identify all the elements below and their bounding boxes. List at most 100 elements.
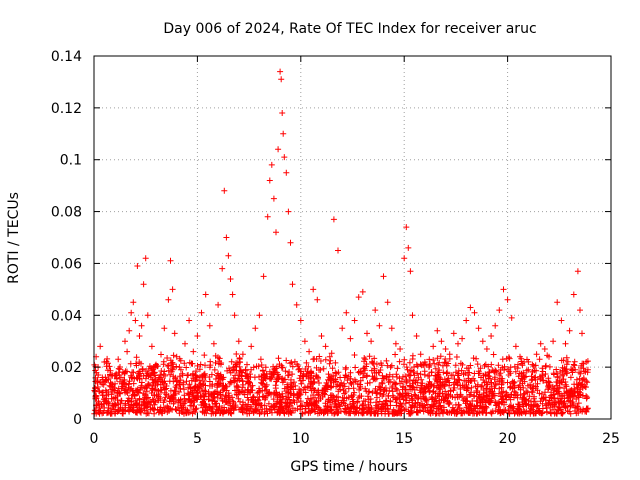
noise-point [316,380,322,386]
noise-point [340,387,347,394]
noise-point [409,352,416,359]
data-point [343,309,350,316]
data-point [492,322,499,329]
noise-point [394,394,401,401]
data-point [244,361,250,368]
noise-point [445,400,452,407]
noise-point [161,368,168,375]
noise-point [342,402,349,409]
noise-point [110,395,117,402]
noise-point [443,391,450,398]
noise-point [217,391,224,398]
noise-point [346,410,353,417]
noise-point [267,375,274,382]
noise-point [403,379,410,386]
noise-point [499,393,506,400]
noise-point [322,356,329,363]
noise-point [146,381,153,388]
data-point [285,208,292,215]
noise-point [320,365,327,372]
noise-point [492,399,499,406]
noise-point [522,373,529,380]
noise-point [92,367,99,374]
noise-point [156,409,163,416]
noise-point [194,396,201,403]
x-axis-label: GPS time / hours [290,459,407,475]
noise-point [354,399,361,406]
noise-point [185,409,192,416]
noise-point [475,409,481,415]
data-point [256,312,263,319]
noise-point [164,409,171,416]
noise-point [327,383,334,390]
noise-point [200,400,207,407]
noise-point [453,354,460,360]
noise-point [474,361,481,368]
data-point [173,353,180,360]
noise-point [530,385,537,392]
noise-point [165,367,172,374]
noise-point [349,396,356,403]
noise-point [421,368,428,375]
noise-point [447,388,454,395]
noise-point [288,390,295,397]
noise-point [348,381,355,387]
noise-point [129,392,136,399]
noise-point [519,399,526,406]
noise-point [575,388,582,395]
noise-point [479,404,485,411]
noise-point [515,361,521,368]
noise-point [216,360,222,367]
noise-point [444,409,451,416]
noise-point [196,366,203,373]
noise-point [121,369,128,376]
noise-point [361,365,368,372]
noise-point [415,395,422,402]
noise-point [551,403,558,410]
data-point [273,229,279,236]
noise-point [288,410,295,416]
noise-point [534,380,541,387]
noise-point [358,409,364,416]
noise-point [197,373,203,380]
data-point [92,384,98,391]
data-point [144,312,151,319]
noise-point [289,371,296,378]
noise-point [183,364,190,371]
data-point [537,340,544,347]
data-point [293,301,300,308]
data-point [566,327,573,334]
noise-point [253,401,260,408]
data-point [455,340,461,347]
noise-point [451,384,458,391]
data-point [148,343,155,350]
noise-point [529,389,536,396]
noise-point [181,360,188,367]
noise-point [327,407,334,414]
noise-point [426,356,433,363]
noise-point [378,410,385,417]
noise-point [420,408,427,415]
data-point [268,161,275,168]
noise-point [127,372,134,379]
noise-point [133,401,140,408]
noise-point [223,399,230,405]
noise-point [328,406,335,413]
noise-point [259,394,266,400]
data-point [165,296,172,303]
noise-point [355,369,362,376]
data-point [508,314,515,321]
noise-point [171,387,178,394]
noise-point [176,373,183,380]
noise-point [120,408,127,415]
data-point [446,351,453,358]
noise-point [279,406,286,413]
noise-point [334,406,341,413]
noise-point [359,374,366,381]
noise-point [433,384,440,391]
noise-point [437,403,444,410]
noise-point [226,367,233,374]
noise-point [279,364,286,371]
noise-point [471,370,478,377]
noise-point [426,407,433,414]
